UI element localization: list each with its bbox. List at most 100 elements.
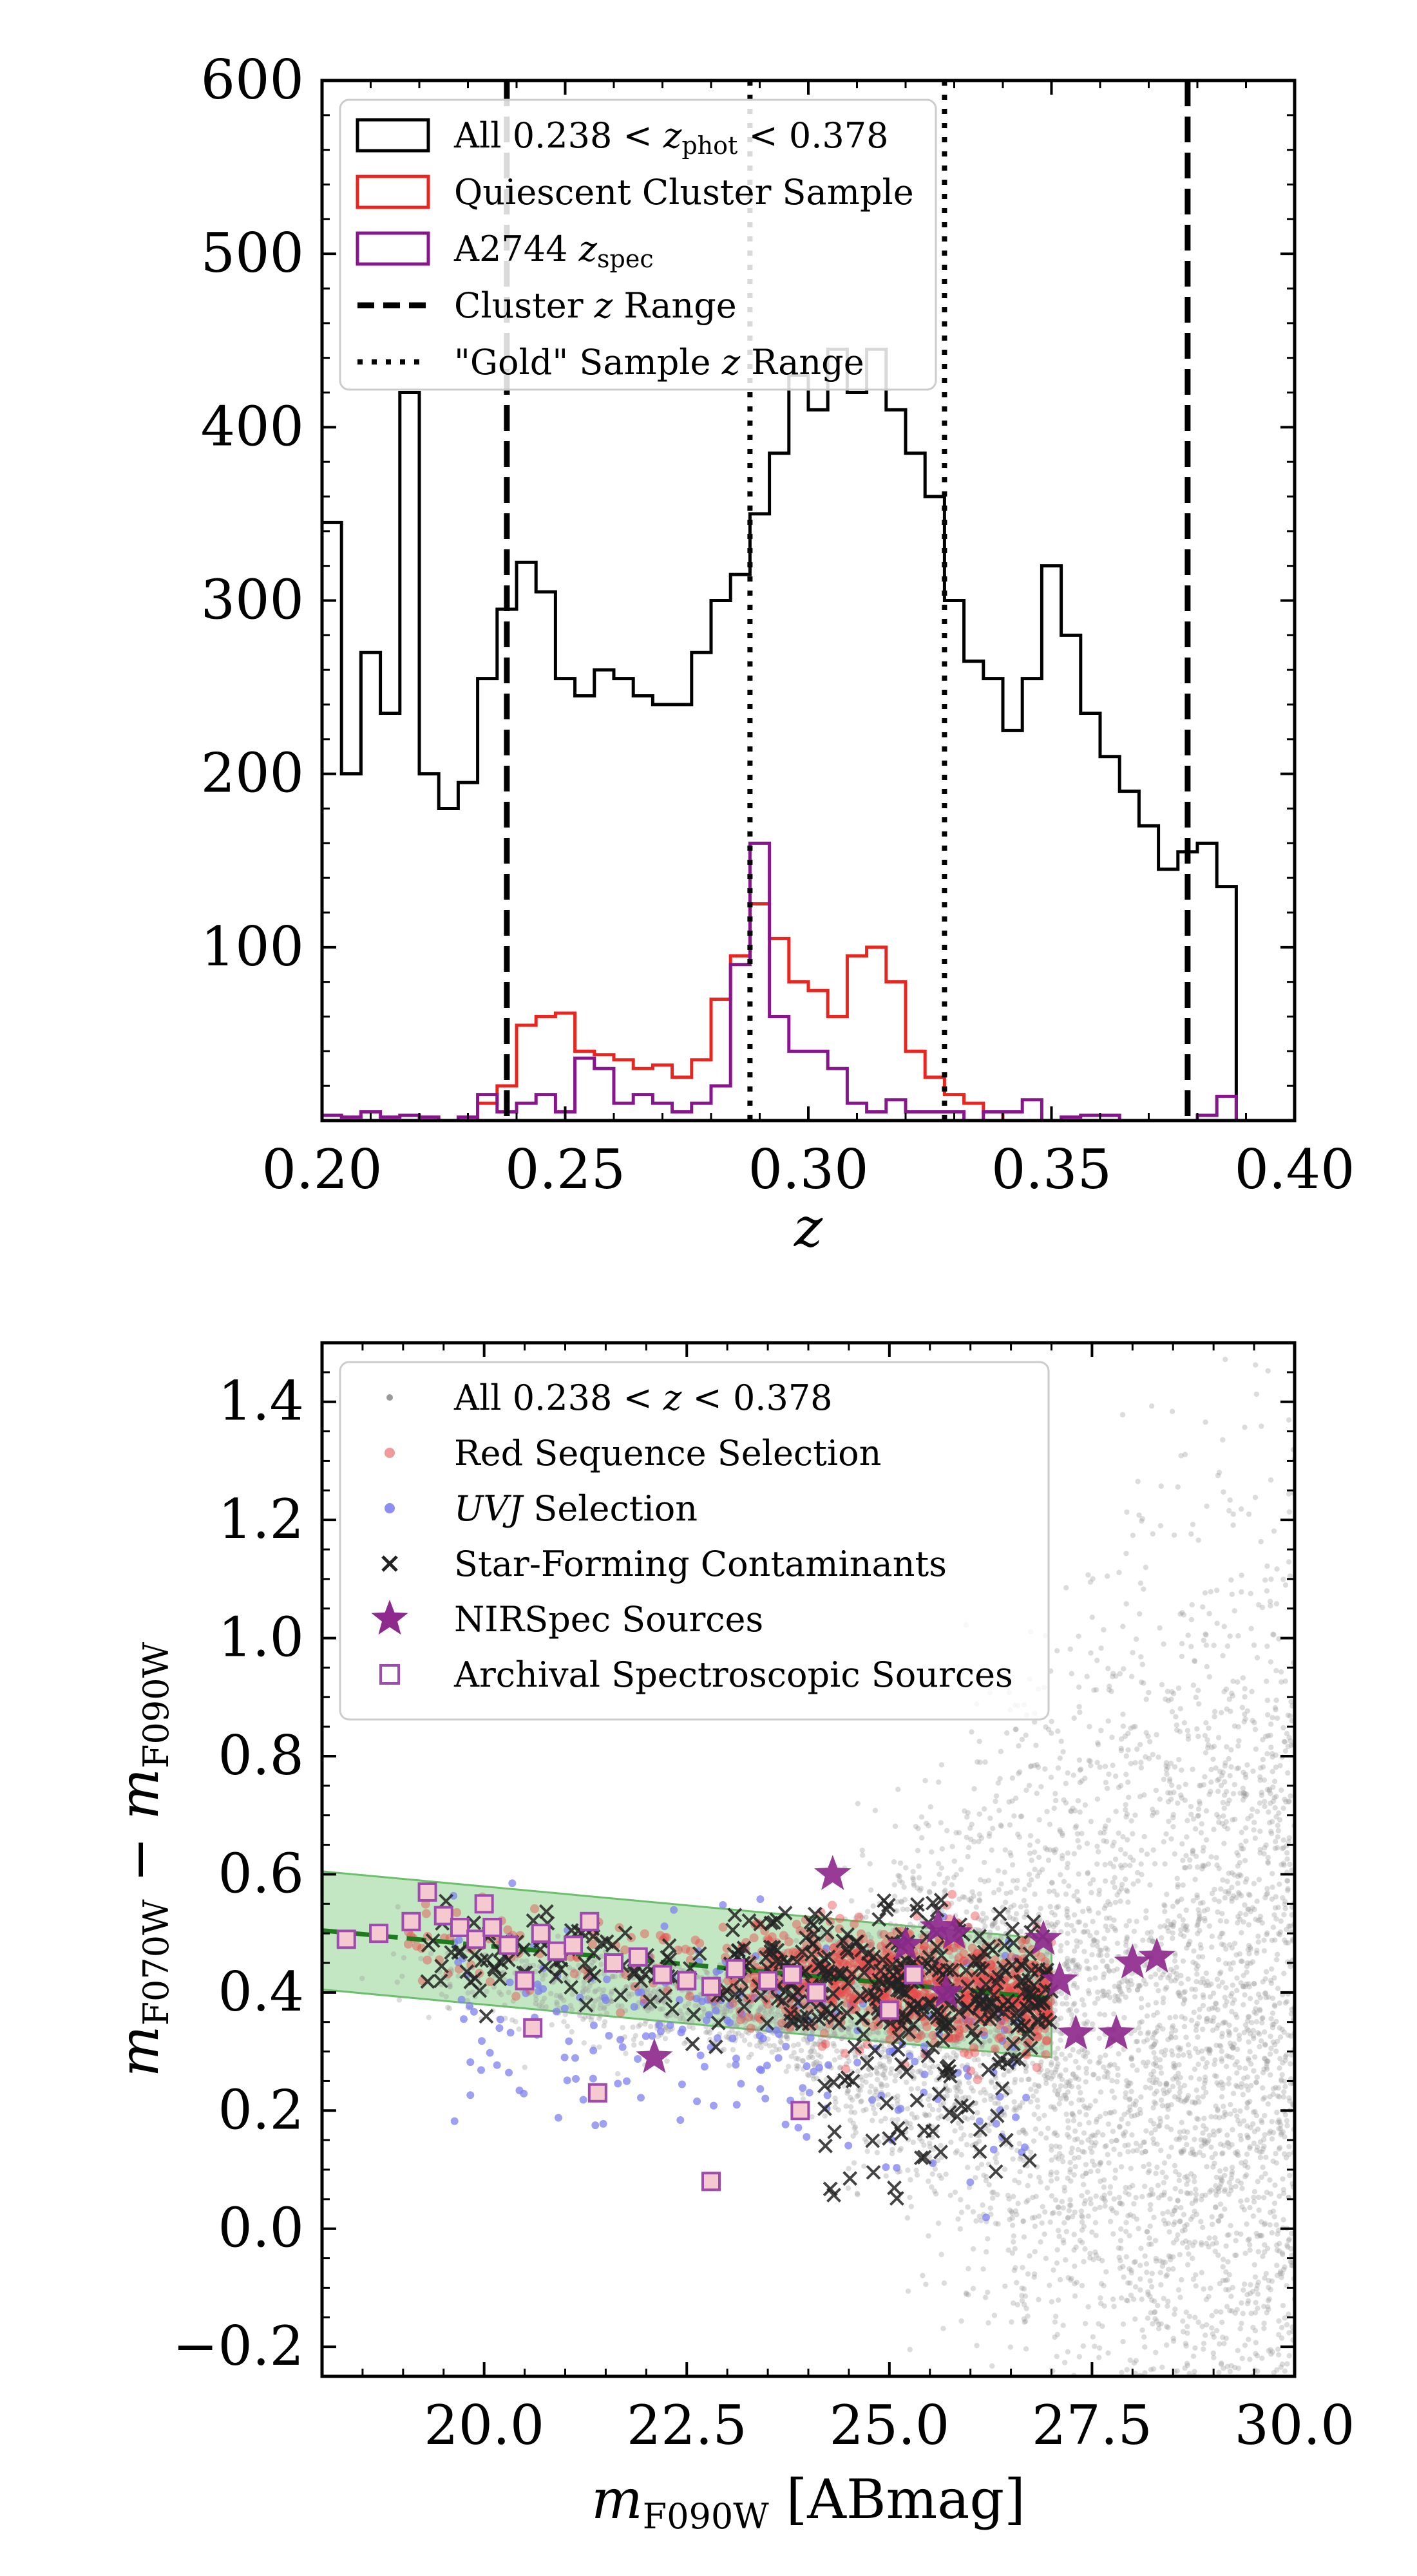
all-galaxy-point [1048, 2178, 1054, 2184]
all-galaxy-point [1096, 2345, 1103, 2351]
all-galaxy-point [615, 2003, 621, 2009]
all-galaxy-point [1083, 2105, 1089, 2111]
all-galaxy-point [958, 2210, 965, 2215]
all-galaxy-point [1170, 2266, 1176, 2272]
all-galaxy-point [1019, 1736, 1025, 1743]
all-galaxy-point [1268, 1980, 1275, 1986]
all-galaxy-point [1175, 1882, 1181, 1888]
all-galaxy-point [1196, 2099, 1202, 2105]
all-galaxy-point [614, 2071, 621, 2077]
all-galaxy-point [1200, 1604, 1206, 1610]
all-galaxy-point [1123, 2129, 1128, 2135]
all-galaxy-point [1118, 2164, 1125, 2170]
all-galaxy-point [1111, 2304, 1117, 2309]
all-galaxy-point [1138, 2246, 1144, 2251]
all-galaxy-point [1110, 2208, 1116, 2213]
all-galaxy-point [1182, 1797, 1188, 1803]
all-galaxy-point [1011, 2099, 1017, 2105]
all-galaxy-point [1232, 2252, 1238, 2259]
all-galaxy-point [976, 2213, 982, 2219]
x-tick-label: 0.30 [748, 1138, 868, 1201]
all-galaxy-point [1222, 2172, 1228, 2179]
all-galaxy-point [1150, 2191, 1156, 2197]
all-galaxy-point [1048, 2040, 1054, 2046]
all-galaxy-point [1072, 2164, 1078, 2170]
all-galaxy-point [1225, 2140, 1232, 2146]
all-galaxy-point [1143, 1981, 1149, 1987]
all-galaxy-point [1229, 2172, 1235, 2177]
all-galaxy-point [1270, 1768, 1275, 1775]
all-galaxy-point [1200, 1848, 1206, 1854]
all-galaxy-point [970, 2209, 976, 2215]
all-galaxy-point [1068, 1808, 1074, 1814]
all-galaxy-point [1250, 1718, 1255, 1724]
all-galaxy-point [1060, 2322, 1066, 2329]
all-galaxy-point [1065, 2175, 1070, 2181]
all-galaxy-point [1197, 2150, 1203, 2155]
all-galaxy-point [1093, 1687, 1099, 1693]
all-galaxy-point [1082, 2246, 1088, 2252]
all-galaxy-point [1107, 1683, 1112, 1689]
all-galaxy-point [1158, 2070, 1165, 2076]
all-galaxy-point [864, 2148, 870, 2154]
all-galaxy-point [918, 1835, 925, 1841]
all-galaxy-point [1118, 1745, 1124, 1751]
all-galaxy-point [1139, 2327, 1145, 2333]
all-galaxy-point [1153, 2255, 1159, 2262]
all-galaxy-point [940, 2100, 947, 2106]
all-galaxy-point [1202, 2138, 1208, 2144]
all-galaxy-point [1199, 2269, 1204, 2276]
all-galaxy-point [1169, 1408, 1175, 1414]
all-galaxy-point [1242, 1911, 1249, 1917]
all-galaxy-point [1282, 2134, 1288, 2140]
all-galaxy-point [1222, 1792, 1228, 1798]
all-galaxy-point [1244, 1964, 1250, 1969]
all-galaxy-point [960, 2096, 965, 2101]
all-galaxy-point [770, 2005, 775, 2011]
all-galaxy-point [1274, 2367, 1280, 2373]
all-galaxy-point [1255, 1933, 1261, 1939]
all-galaxy-point [1148, 2367, 1154, 2372]
all-galaxy-point [1229, 1991, 1235, 1996]
scatter-plot-area [322, 1356, 1295, 2376]
all-galaxy-point [1114, 2210, 1119, 2216]
all-galaxy-point [978, 2090, 984, 2096]
all-galaxy-point [867, 2089, 873, 2095]
all-galaxy-point [1252, 1835, 1259, 1841]
all-galaxy-point [1206, 2137, 1212, 2143]
all-galaxy-point [1163, 2342, 1170, 2348]
all-galaxy-point [1092, 2098, 1098, 2104]
all-galaxy-point [1072, 2000, 1078, 2007]
all-galaxy-point [1213, 2309, 1219, 2315]
all-galaxy-point [879, 2081, 885, 2088]
all-galaxy-point [1116, 1569, 1122, 1575]
all-galaxy-point [1157, 2119, 1164, 2125]
all-galaxy-point [830, 2041, 837, 2047]
all-galaxy-point [1245, 2100, 1251, 2106]
all-galaxy-point [1079, 2240, 1085, 2246]
all-galaxy-point [1273, 2049, 1279, 2054]
all-galaxy-point [1279, 1862, 1284, 1868]
all-galaxy-point [1189, 2146, 1195, 2152]
all-galaxy-point [1056, 2228, 1061, 2233]
all-galaxy-point [1194, 1971, 1200, 1977]
all-galaxy-point [1252, 2327, 1259, 2334]
all-galaxy-point [1153, 2170, 1159, 2177]
all-galaxy-point [1250, 2324, 1256, 2331]
all-galaxy-point [800, 2096, 806, 2102]
all-galaxy-point [632, 2032, 639, 2039]
all-galaxy-point [1064, 2001, 1070, 2007]
all-galaxy-point [1257, 2043, 1262, 2050]
all-galaxy-point [1038, 2034, 1045, 2040]
all-galaxy-point [1268, 1659, 1274, 1665]
all-galaxy-point [1184, 2222, 1190, 2228]
all-galaxy-point [1252, 1495, 1259, 1501]
all-galaxy-point [1077, 1779, 1083, 1786]
all-galaxy-point [1271, 1632, 1277, 1638]
all-galaxy-point [1251, 1981, 1257, 1987]
all-galaxy-point [1109, 1734, 1115, 1740]
all-galaxy-point [929, 2171, 935, 2177]
all-galaxy-point [729, 2027, 735, 2033]
legend-label: "Gold" Sample z Range [454, 342, 864, 383]
all-galaxy-point [1245, 2164, 1251, 2170]
